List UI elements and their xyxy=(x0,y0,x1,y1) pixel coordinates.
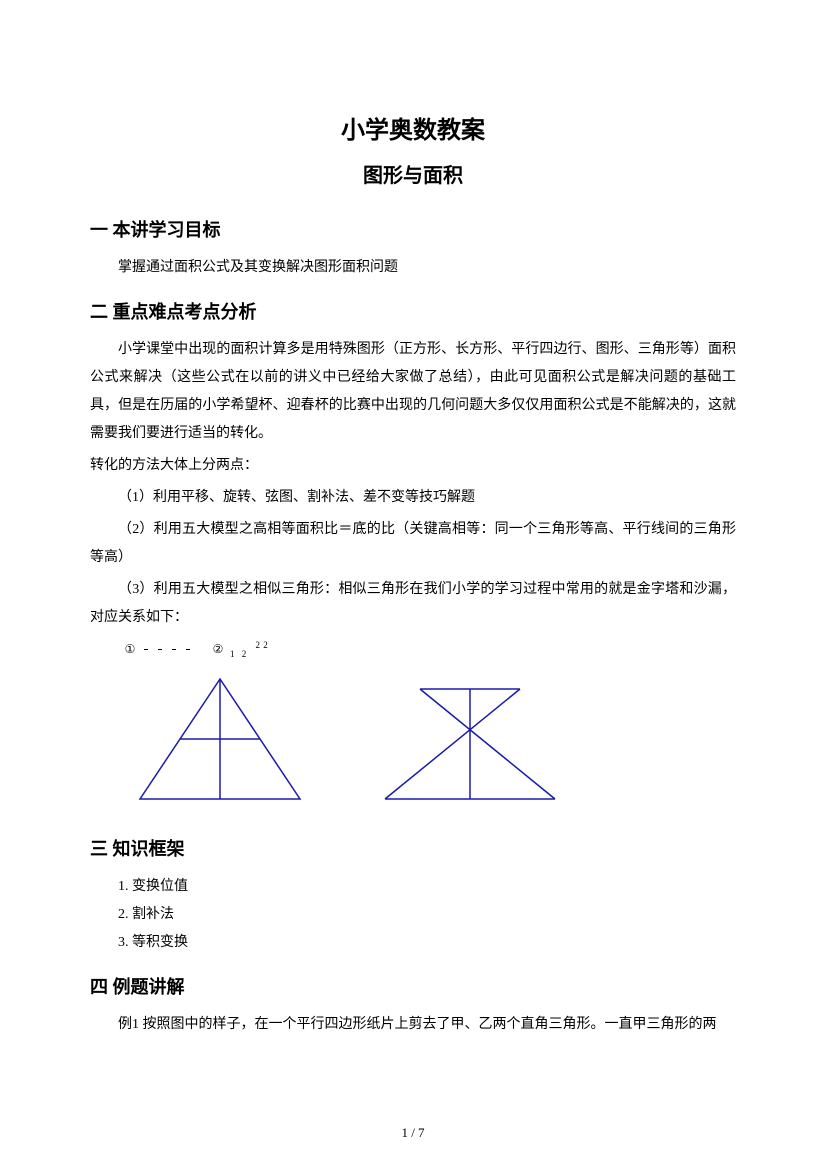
section1-heading: 一 本讲学习目标 xyxy=(90,216,736,242)
diagrams-row xyxy=(120,669,736,819)
diagram-hourglass xyxy=(360,669,580,819)
formula-1: ① xyxy=(122,642,192,656)
sub2: 2 xyxy=(242,649,247,659)
title-main: 小学奥数教案 xyxy=(90,110,736,145)
frac-den xyxy=(172,649,176,651)
sub1: 1 xyxy=(230,649,235,659)
section2-b1: （1）利用平移、旋转、弦图、割补法、差不变等技巧解题 xyxy=(90,484,736,512)
title-sub: 图形与面积 xyxy=(90,159,736,188)
circ-2-icon: ② xyxy=(210,642,226,656)
section4-p1: 例1 按照图中的样子，在一个平行四边形纸片上剪去了甲、乙两个直角三角形。一直甲三… xyxy=(90,1011,736,1039)
frac-a-A xyxy=(144,648,148,651)
section2-p1: 小学课堂中出现的面积计算多是用特殊图形（正方形、长方形、平行四边行、图形、三角形… xyxy=(90,336,736,448)
section2-p2: 转化的方法大体上分两点： xyxy=(90,452,736,480)
diagram-pyramid xyxy=(120,669,320,819)
section2-b2: （2）利用五大模型之高相等面积比＝底的比（关键高相等：同一个三角形等高、平行线间… xyxy=(90,516,736,572)
frac-h-H xyxy=(186,648,190,651)
formula-2-text: 1 2 2 2 xyxy=(230,640,268,659)
section4-heading: 四 例题讲解 xyxy=(90,973,736,999)
section2-heading: 二 重点难点考点分析 xyxy=(90,298,736,324)
formula-row: ① ② 1 xyxy=(122,640,736,659)
section1-body: 掌握通过面积公式及其变换解决图形面积问题 xyxy=(90,254,736,282)
frac-b-B xyxy=(158,648,162,651)
frac-den xyxy=(144,649,148,651)
circ-1-icon: ① xyxy=(122,642,138,656)
frac-den xyxy=(186,649,190,651)
s3-item3: 3. 等积变换 xyxy=(118,929,736,957)
s3-item1: 1. 变换位值 xyxy=(118,873,736,901)
section3-heading: 三 知识框架 xyxy=(90,835,736,861)
sup2: 2 xyxy=(263,640,268,650)
formula-2: ② 1 2 2 2 xyxy=(210,640,268,659)
page-footer: 1 / 7 xyxy=(0,1125,826,1141)
frac-den xyxy=(158,649,162,651)
frac-c-C xyxy=(172,648,176,651)
section2-b3: （3）利用五大模型之相似三角形：相似三角形在我们小学的学习过程中常用的就是金字塔… xyxy=(90,576,736,632)
sup1: 2 xyxy=(256,640,261,650)
s3-item2: 2. 割补法 xyxy=(118,901,736,929)
page: 小学奥数教案 图形与面积 一 本讲学习目标 掌握通过面积公式及其变换解决图形面积… xyxy=(0,0,826,1169)
